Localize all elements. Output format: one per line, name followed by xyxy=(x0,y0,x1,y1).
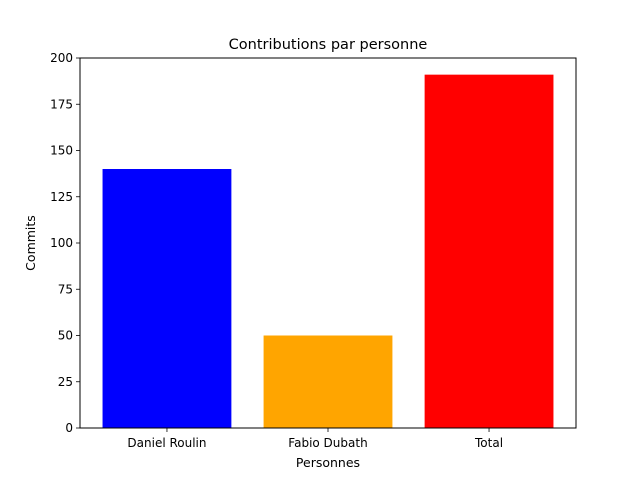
y-axis-ticks: 0 25 50 75 100 125 150 175 200 xyxy=(50,51,80,435)
y-tick-label: 200 xyxy=(50,51,73,65)
y-tick-label: 25 xyxy=(58,375,73,389)
y-tick-label: 0 xyxy=(65,421,73,435)
y-tick-label: 125 xyxy=(50,190,73,204)
bar-fabio-dubath xyxy=(263,335,393,428)
y-tick-label: 75 xyxy=(58,282,73,296)
bar-daniel-roulin xyxy=(102,169,232,428)
x-tick-label: Daniel Roulin xyxy=(127,436,206,450)
y-tick-label: 150 xyxy=(50,144,73,158)
x-axis-label: Personnes xyxy=(296,455,360,470)
x-tick-label: Fabio Dubath xyxy=(288,436,367,450)
y-tick-label: 175 xyxy=(50,97,73,111)
bars-group xyxy=(102,74,554,429)
chart-title: Contributions par personne xyxy=(229,37,428,53)
y-axis-label: Commits xyxy=(23,215,38,271)
x-axis-ticks: Daniel Roulin Fabio Dubath Total xyxy=(127,428,503,450)
y-tick-label: 100 xyxy=(50,236,73,250)
bar-total xyxy=(424,74,554,429)
x-tick-label: Total xyxy=(474,436,503,450)
y-tick-label: 50 xyxy=(58,329,73,343)
axes-frame xyxy=(79,57,577,429)
